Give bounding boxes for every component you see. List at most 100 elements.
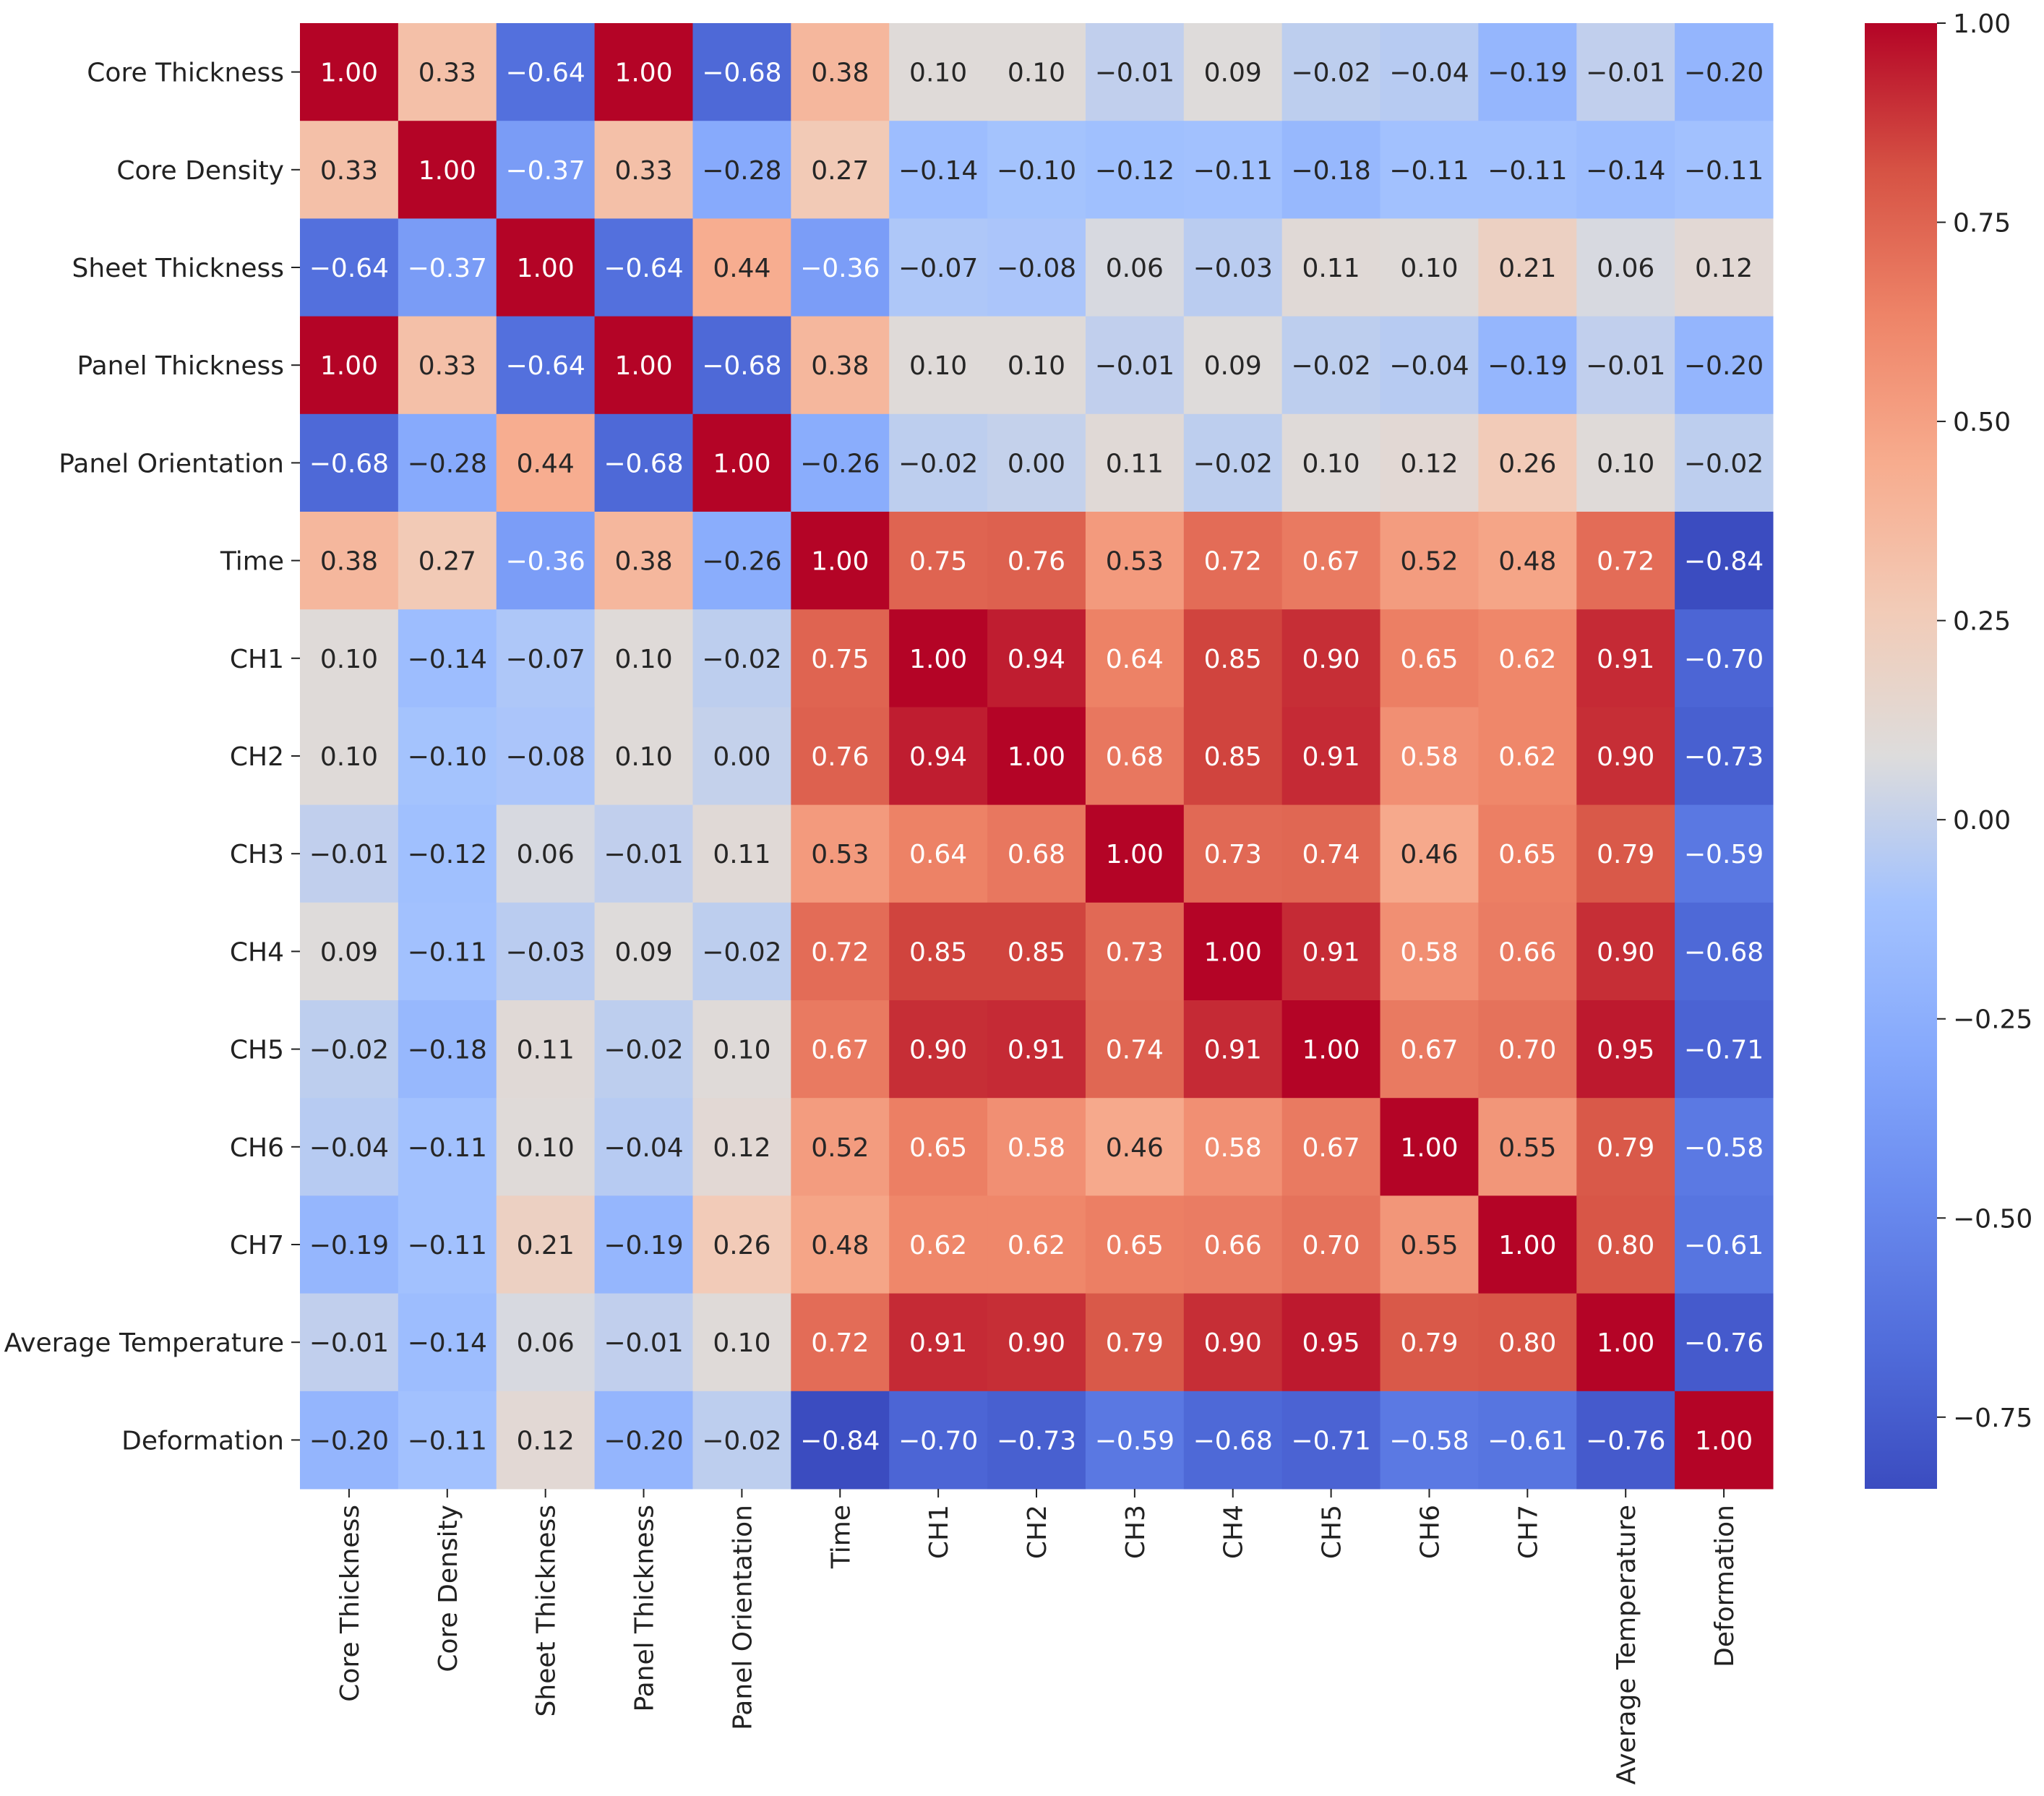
cell-annotation: 0.10 <box>909 351 967 381</box>
heatmap-cell <box>987 804 1086 903</box>
heatmap-cell <box>692 804 791 903</box>
cell-annotation: −0.01 <box>1095 351 1175 381</box>
cell-annotation: −0.02 <box>309 1036 389 1065</box>
cell-annotation: −0.20 <box>309 1426 389 1456</box>
cell-annotation: −0.11 <box>408 937 487 967</box>
cell-annotation: 0.76 <box>811 742 869 772</box>
cell-annotation: 1.00 <box>320 351 378 381</box>
heatmap-cell <box>692 1000 791 1099</box>
heatmap-cell <box>791 1391 890 1490</box>
y-tick-label: CH3 <box>230 840 284 869</box>
heatmap-cell <box>1675 413 1774 512</box>
colorbar-tick-label: 0.00 <box>1953 806 2011 835</box>
cell-annotation: −0.10 <box>997 156 1076 186</box>
cell-annotation: −0.11 <box>408 1426 487 1456</box>
heatmap-cell <box>1085 121 1185 219</box>
heatmap-cell <box>889 1391 988 1490</box>
heatmap-cell <box>1478 902 1577 1001</box>
heatmap-cell <box>692 121 791 219</box>
heatmap-cell <box>1675 902 1774 1001</box>
heatmap-cell <box>594 1391 693 1490</box>
cell-annotation: −0.64 <box>309 254 389 283</box>
heatmap-cell <box>1183 1293 1283 1392</box>
y-tick-label: Sheet Thickness <box>72 254 284 283</box>
colorbar-tick-label: −0.75 <box>1953 1404 2032 1433</box>
y-tick-label: Core Density <box>116 156 284 186</box>
cell-annotation: −0.36 <box>800 254 880 283</box>
heatmap-cell <box>1380 609 1479 708</box>
heatmap-cell <box>398 121 497 219</box>
heatmap-cell <box>594 1293 693 1392</box>
heatmap-cell <box>1380 413 1479 512</box>
cell-annotation: 0.10 <box>320 645 378 674</box>
cell-annotation: 1.00 <box>418 156 476 186</box>
cell-annotation: 1.00 <box>1597 1328 1654 1358</box>
heatmap-cell <box>1576 1098 1675 1196</box>
cell-annotation: −0.37 <box>506 156 585 186</box>
heatmap-cell <box>398 316 497 415</box>
heatmap-cell <box>1281 1195 1381 1294</box>
cell-annotation: 1.00 <box>614 351 672 381</box>
cell-annotation: 0.46 <box>1106 1133 1164 1163</box>
cell-annotation: 0.52 <box>811 1133 869 1163</box>
heatmap-cell <box>1380 1098 1479 1196</box>
heatmap-cell <box>1380 1293 1479 1392</box>
heatmap-cell <box>1085 609 1185 708</box>
heatmap-cell <box>1478 121 1577 219</box>
x-tick-label: CH7 <box>1513 1505 1543 1559</box>
cell-annotation: 0.85 <box>909 937 967 967</box>
cell-annotation: 1.00 <box>1695 1426 1753 1456</box>
cell-annotation: −0.04 <box>1389 59 1469 88</box>
cell-annotation: 0.06 <box>517 840 575 869</box>
heatmap-cell <box>1576 413 1675 512</box>
cell-annotation: 1.00 <box>811 547 869 577</box>
colorbar-gradient <box>1865 23 1937 1489</box>
cell-annotation: 0.12 <box>713 1133 770 1163</box>
cell-annotation: −0.02 <box>702 1426 781 1456</box>
heatmap-cell <box>889 1195 988 1294</box>
cell-annotation: 0.65 <box>1106 1231 1164 1260</box>
cell-annotation: 0.11 <box>1302 254 1360 283</box>
cell-annotation: 0.64 <box>1106 645 1164 674</box>
heatmap-cell <box>987 1195 1086 1294</box>
heatmap-cell <box>496 1195 596 1294</box>
cell-annotation: −0.58 <box>1684 1133 1764 1163</box>
cell-annotation: −0.01 <box>309 1328 389 1358</box>
cell-annotation: 0.11 <box>517 1036 575 1065</box>
cell-annotation: −0.14 <box>408 1328 487 1358</box>
cell-annotation: 0.26 <box>713 1231 770 1260</box>
cell-annotation: 0.12 <box>517 1426 575 1456</box>
cell-annotation: −0.14 <box>1586 156 1665 186</box>
heatmap-cell <box>1281 609 1381 708</box>
cell-annotation: −0.08 <box>506 742 585 772</box>
heatmap-cell <box>594 1195 693 1294</box>
cell-annotation: −0.01 <box>309 840 389 869</box>
cell-annotation: 0.67 <box>1302 547 1360 577</box>
heatmap-cell <box>987 413 1086 512</box>
cell-annotation: −0.76 <box>1684 1328 1764 1358</box>
heatmap-cell <box>1675 316 1774 415</box>
cell-annotation: 0.62 <box>1008 1231 1065 1260</box>
heatmap-cell <box>398 1195 497 1294</box>
cell-annotation: 1.00 <box>1204 937 1262 967</box>
cell-annotation: −0.20 <box>1684 351 1764 381</box>
cell-annotation: 0.65 <box>909 1133 967 1163</box>
cell-annotation: 0.21 <box>517 1231 575 1260</box>
cell-annotation: 0.85 <box>1204 742 1262 772</box>
cell-annotation: 0.38 <box>320 547 378 577</box>
cell-annotation: 0.11 <box>1106 449 1164 478</box>
cell-annotation: 0.72 <box>1204 547 1262 577</box>
heatmap-cell <box>1281 121 1381 219</box>
cell-annotation: −0.11 <box>1193 156 1273 186</box>
cell-annotation: −0.19 <box>604 1231 683 1260</box>
heatmap-cell <box>496 316 596 415</box>
heatmap-cell <box>1576 1293 1675 1392</box>
heatmap-cell <box>398 218 497 317</box>
y-tick-label: CH1 <box>230 645 284 674</box>
heatmap-cell <box>1478 609 1577 708</box>
heatmap-cell <box>594 413 693 512</box>
cell-annotation: −0.02 <box>702 937 781 967</box>
heatmap-cell <box>1478 413 1577 512</box>
cell-annotation: 0.09 <box>614 937 672 967</box>
cell-annotation: 0.80 <box>1597 1231 1654 1260</box>
